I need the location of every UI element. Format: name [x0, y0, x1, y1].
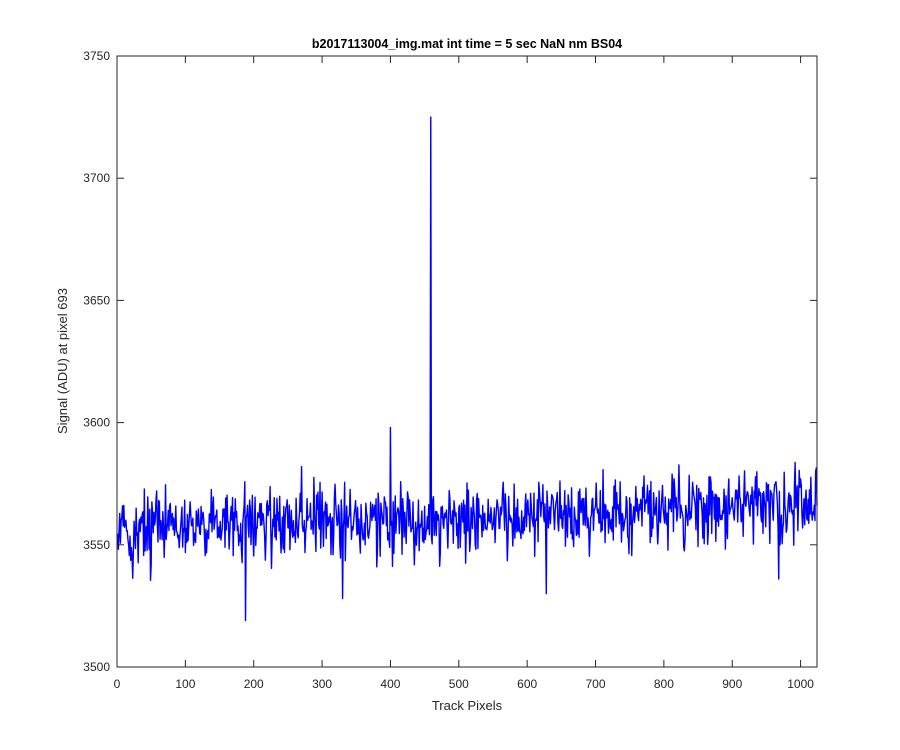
signal-line	[116, 116, 818, 622]
x-axis-label: Track Pixels	[432, 698, 503, 713]
x-tick-label: 200	[244, 677, 264, 691]
x-tick-label: 0	[114, 677, 121, 691]
chart-title: b2017113004_img.mat int time = 5 sec NaN…	[312, 37, 622, 51]
x-tick-label: 300	[312, 677, 332, 691]
x-tick-label: 1000	[787, 677, 814, 691]
x-tick-label: 800	[654, 677, 674, 691]
x-tick-label: 400	[380, 677, 400, 691]
x-tick-label: 100	[175, 677, 195, 691]
x-tick-label: 700	[586, 677, 606, 691]
y-axis-label: Signal (ADU) at pixel 693	[55, 288, 70, 434]
x-axis: 0 100 200 300 400 500 600 700 800 900 1000	[114, 56, 814, 691]
x-tick-label: 600	[517, 677, 537, 691]
y-tick-label: 3500	[83, 660, 110, 674]
y-tick-label: 3550	[83, 538, 110, 552]
y-tick-label: 3750	[83, 49, 110, 63]
y-axis: 3500 3550 3600 3650 3700 3750	[83, 49, 817, 674]
plot-area	[117, 56, 817, 667]
x-tick-label: 900	[722, 677, 742, 691]
y-tick-label: 3700	[83, 171, 110, 185]
y-tick-label: 3600	[83, 416, 110, 430]
y-tick-label: 3650	[83, 293, 110, 307]
line-layer	[116, 116, 818, 622]
x-tick-label: 500	[449, 677, 469, 691]
plot-frame	[116, 55, 818, 668]
